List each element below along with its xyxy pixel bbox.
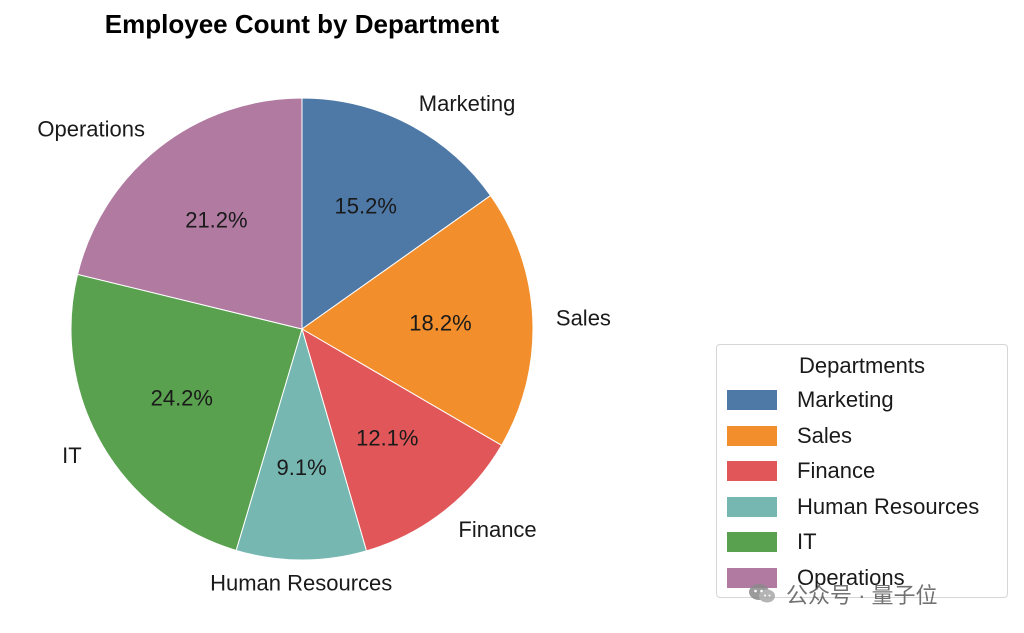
slice-label-sales: Sales [556,305,611,330]
watermark-text: 公众号 · 量子位 [786,583,938,608]
slice-it [70,273,303,552]
legend-swatch [727,390,777,410]
slice-label-finance: Finance [458,517,536,542]
percent-label-sales: 18.2% [409,310,471,335]
percent-label-human-resources: 9.1% [277,455,327,480]
pie-slices [70,97,534,561]
chart-title: Employee Count by Department [105,9,500,39]
percent-label-marketing: 15.2% [335,193,397,218]
percent-label-finance: 12.1% [356,426,418,451]
legend-item-operations: Operations [727,563,905,593]
slice-label-human-resources: Human Resources [210,571,392,596]
legend: Departments Marketing Sales Finance Human R… [716,344,1008,598]
legend-label: Marketing [797,387,894,412]
legend-label: Operations [797,564,905,590]
watermark: 公众号 · 量子位 [748,578,938,610]
slice-sales [301,194,534,447]
legend-label: Sales [797,422,853,448]
legend-item-human-resources: Human Resources [727,492,979,522]
slice-label-it: IT [62,443,82,468]
legend-item-marketing: Marketing [727,385,894,415]
percent-labels: 15.2% 18.2% 12.1% 9.1% 24.2% 21.2% [151,193,472,480]
legend-label: Human Resources [797,493,980,519]
legend-swatch [727,496,777,517]
percent-label-it: 24.2% [151,386,213,411]
slice-marketing [301,97,492,330]
legend-swatch [727,567,777,588]
slice-human-resources [235,327,368,561]
legend-swatch [727,461,777,481]
legend-title: Departments [799,353,925,378]
legend-item-sales: Sales [727,421,852,451]
legend-swatch [727,532,777,552]
percent-label-operations: 21.2% [185,208,247,233]
legend-swatch [727,425,777,446]
slice-operations [76,97,303,330]
slice-labels: Marketing Sales Finance Human Resources IT Op… [37,91,611,596]
slice-label-operations: Operations [37,117,145,142]
slice-finance [301,327,503,552]
legend-label: IT [797,529,817,554]
slice-label-marketing: Marketing [419,91,516,116]
wechat-icon [749,584,775,603]
legend-label: Finance [797,458,876,483]
legend-item-finance: Finance [727,456,875,486]
legend-item-it: IT [727,527,817,557]
